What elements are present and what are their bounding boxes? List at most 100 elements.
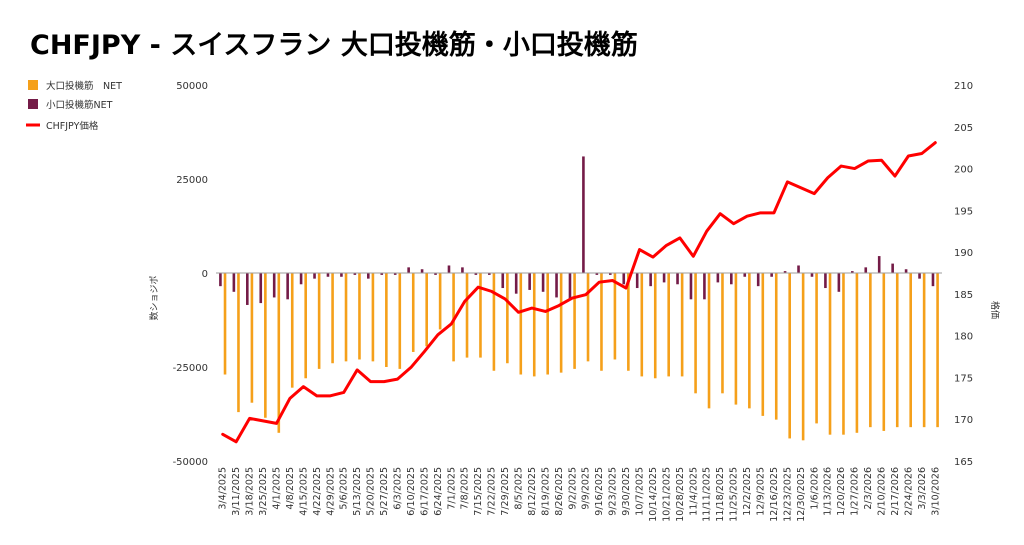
x-tick-label: 12/2/2025	[742, 467, 753, 516]
y-right-tick-label: 190	[954, 248, 973, 259]
x-tick-label: 11/18/2025	[715, 467, 726, 522]
bar-small	[568, 273, 572, 300]
bar-small	[340, 273, 343, 277]
y-right-tick-label: 185	[954, 290, 973, 301]
bar-small	[891, 263, 894, 273]
x-tick-label: 3/25/2025	[258, 467, 269, 516]
x-tick-label: 9/16/2025	[594, 467, 605, 516]
bar-small	[420, 269, 424, 273]
bar-large	[559, 273, 563, 373]
x-tick-label: 8/5/2025	[514, 467, 525, 510]
bar-large	[465, 273, 469, 358]
y-left-tick-label: -25000	[173, 363, 208, 374]
bar-large	[331, 273, 334, 364]
y-right-tick-label: 205	[954, 123, 973, 134]
x-tick-label: 6/24/2025	[433, 467, 444, 516]
bar-small	[501, 273, 505, 289]
bar-small	[756, 273, 760, 287]
bar-large	[452, 273, 455, 362]
x-tick-label: 7/1/2025	[446, 467, 457, 510]
y-right-tick-label: 200	[954, 165, 973, 176]
x-tick-label: 6/3/2025	[393, 467, 404, 510]
y-axis-left-title: 数ショジポ	[148, 275, 160, 320]
x-tick-label: 6/10/2025	[406, 467, 417, 516]
bar-large	[264, 273, 267, 418]
x-tick-label: 4/22/2025	[312, 467, 323, 516]
bar-small	[541, 273, 545, 292]
bar-small	[703, 273, 706, 300]
x-tick-label: 9/30/2025	[621, 467, 632, 516]
bar-small	[918, 273, 921, 279]
bar-small	[407, 267, 410, 273]
bar-large	[398, 273, 402, 369]
bar-small	[810, 273, 814, 277]
bar-large	[653, 273, 657, 379]
bar-small	[904, 269, 908, 273]
x-tick-label: 8/19/2025	[540, 467, 551, 516]
bar-large	[734, 273, 738, 405]
x-tick-label: 1/27/2026	[850, 467, 861, 516]
x-tick-label: 2/3/2026	[863, 467, 874, 510]
y-axis-right: 210 205 200 195 190 185 180 175 170 165	[954, 81, 973, 468]
x-axis: 3/4/2025 3/11/2025 3/18/2025 3/25/2025 4/1/2…	[218, 467, 942, 522]
bar-small	[582, 156, 585, 273]
bar-large	[304, 273, 307, 379]
x-tick-label: 3/18/2025	[245, 467, 256, 516]
bar-small	[474, 273, 478, 275]
x-tick-label: 8/26/2025	[554, 467, 565, 516]
bar-large	[882, 273, 886, 431]
x-tick-label: 7/15/2025	[473, 467, 484, 516]
legend-label-price: CHFJPY価格	[46, 120, 99, 132]
bar-small	[326, 273, 330, 277]
bar-small	[851, 271, 854, 273]
bar-large	[869, 273, 872, 428]
bar-large	[411, 273, 415, 352]
bar-large	[344, 273, 348, 362]
bar-large	[774, 273, 778, 420]
legend-swatch-small	[28, 99, 38, 109]
x-tick-label: 1/20/2026	[836, 467, 847, 516]
bar-large	[438, 273, 442, 330]
bar-large	[842, 273, 845, 435]
bar-small	[595, 273, 599, 275]
x-tick-label: 1/13/2026	[823, 467, 834, 516]
bar-large	[586, 273, 590, 362]
x-tick-label: 12/9/2025	[756, 467, 767, 516]
x-tick-label: 5/6/2025	[339, 467, 350, 510]
y-left-tick-label: 0	[202, 269, 208, 280]
x-tick-label: 5/27/2025	[379, 467, 390, 516]
x-tick-label: 1/6/2026	[809, 467, 820, 510]
x-tick-label: 11/4/2025	[688, 467, 699, 516]
bar-small	[514, 273, 518, 294]
y-left-tick-label: 25000	[176, 175, 208, 186]
series-price-line	[221, 141, 937, 444]
x-tick-label: 3/4/2025	[218, 467, 229, 510]
bar-small	[649, 273, 652, 287]
x-tick-label: 3/11/2025	[231, 467, 242, 516]
x-tick-label: 4/8/2025	[285, 467, 296, 510]
bar-large	[936, 273, 939, 428]
bar-small	[743, 273, 747, 277]
bar-large	[600, 273, 603, 371]
bar-large	[640, 273, 644, 377]
x-tick-label: 9/2/2025	[567, 467, 578, 510]
bar-small	[662, 273, 666, 283]
x-tick-label: 3/3/2026	[917, 467, 928, 510]
x-tick-label: 7/8/2025	[460, 467, 471, 510]
x-tick-label: 5/13/2025	[352, 467, 363, 516]
bar-small	[622, 273, 626, 285]
legend: 大口投機筋 NET 小口投機筋NET CHFJPY価格	[26, 80, 122, 132]
bar-large	[223, 273, 227, 375]
bar-small	[783, 271, 787, 273]
bar-large	[922, 273, 926, 428]
x-tick-label: 4/1/2025	[272, 467, 283, 510]
bar-small	[877, 256, 881, 273]
x-tick-label: 4/15/2025	[298, 467, 309, 516]
bar-small	[837, 273, 841, 292]
bar-large	[613, 273, 617, 360]
x-tick-label: 2/24/2026	[903, 467, 914, 516]
legend-label-large: 大口投機筋 NET	[46, 80, 122, 92]
bar-large	[277, 273, 281, 433]
